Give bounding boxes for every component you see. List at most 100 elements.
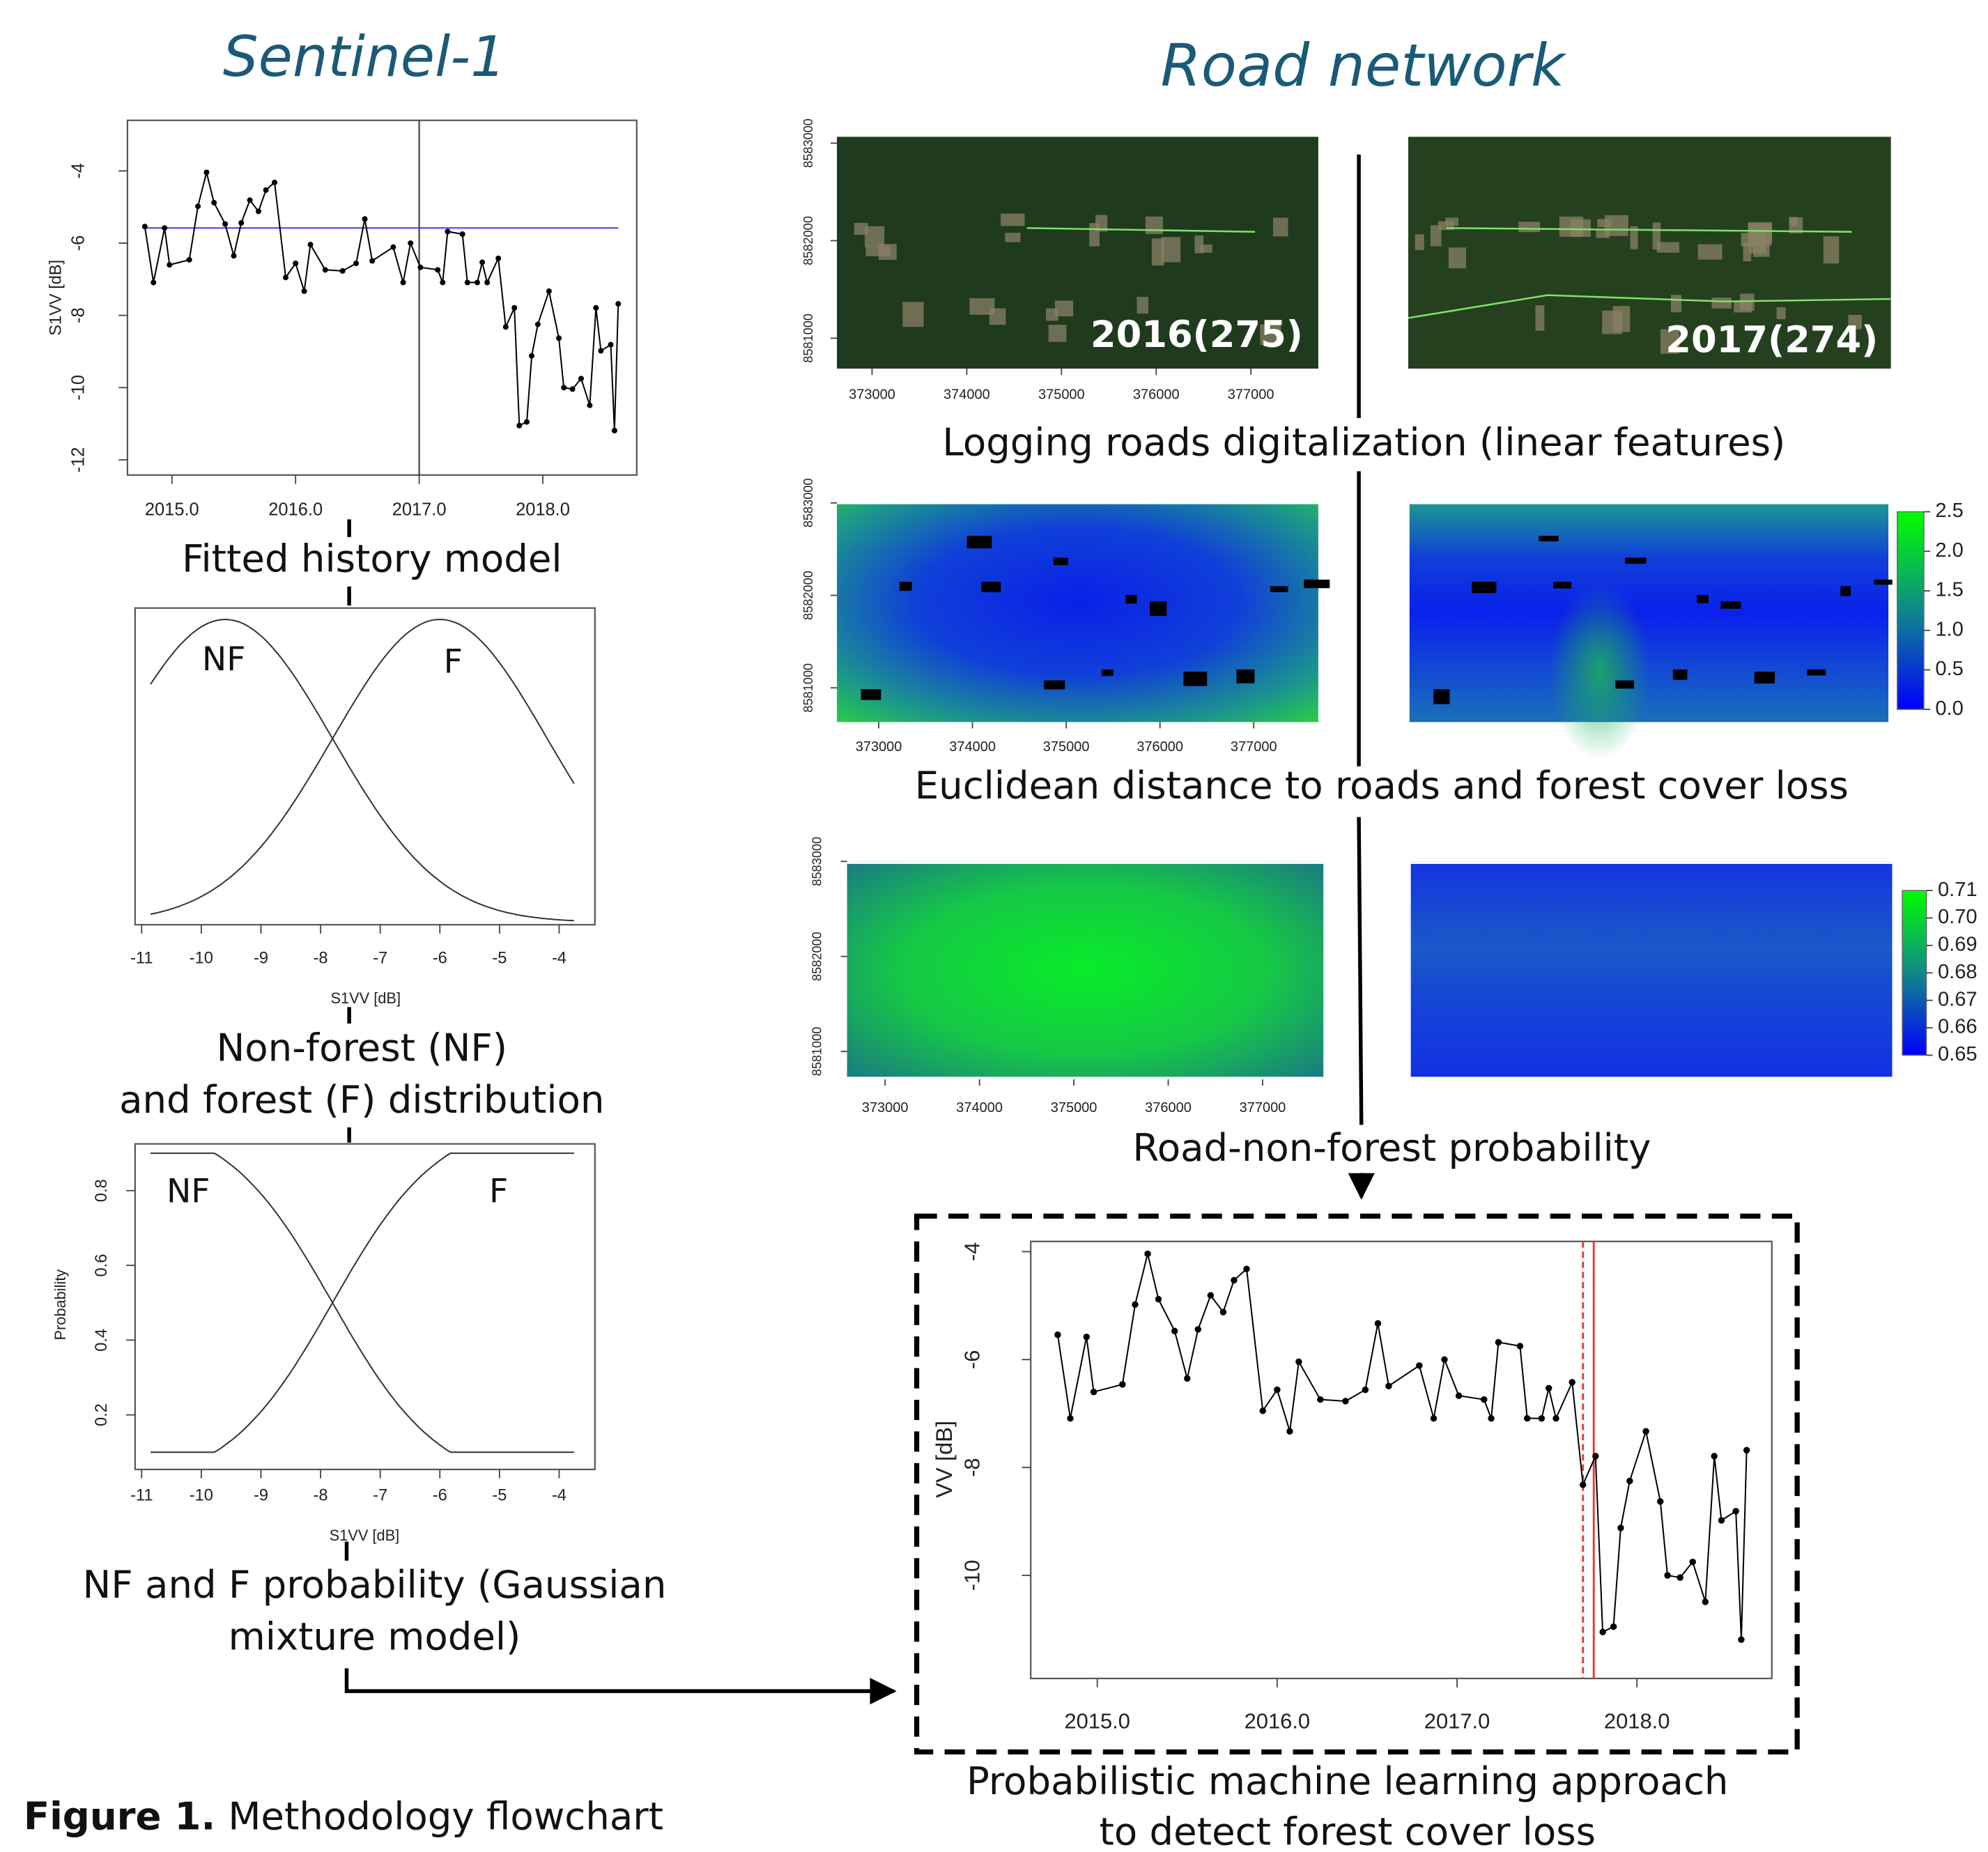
series-point [1545, 1384, 1552, 1392]
series-point [1495, 1338, 1502, 1346]
series-point [162, 225, 168, 231]
colorbar-tick-label: 0.68 [1938, 961, 1978, 983]
series-point [141, 224, 148, 230]
series-point [322, 267, 328, 273]
component-label: F [444, 643, 463, 681]
clearing-patch [1518, 222, 1541, 233]
x-tick-label: 373000 [862, 1100, 909, 1116]
loss-patch [1236, 669, 1255, 684]
series-point [1677, 1574, 1683, 1581]
x-tick-label: 373000 [856, 739, 902, 755]
x-tick-label: 2016.0 [1245, 1709, 1310, 1734]
series-point [1516, 1343, 1524, 1350]
series-point [1144, 1250, 1151, 1258]
y-tick-label: 0.8 [93, 1179, 111, 1202]
connector [1357, 817, 1364, 1125]
clearing-patch [854, 222, 868, 235]
series-point [569, 386, 576, 392]
series-point [1083, 1334, 1090, 1341]
series-point [1385, 1382, 1392, 1389]
probability-curve [151, 1152, 574, 1453]
loss-patch [1552, 581, 1572, 589]
plot-frame [134, 1143, 596, 1471]
y-axis-label: VV [dB] [931, 1421, 957, 1498]
colorbar-tick-label: 0.66 [1938, 1016, 1978, 1038]
x-tick-label: -6 [433, 950, 447, 968]
loss-patch [1625, 557, 1647, 564]
step-caption: to detect forest cover loss [1099, 1809, 1596, 1852]
result-box [914, 1213, 1800, 1755]
y-tick-label: -6 [69, 236, 88, 252]
density-curve [150, 619, 575, 916]
series-point [390, 244, 396, 250]
series-point [523, 419, 530, 425]
series-line [144, 172, 619, 431]
x-tick-label: -10 [190, 950, 213, 968]
series-point [222, 221, 229, 227]
step-caption: and forest (F) distribution [119, 1077, 604, 1122]
x-tick-label: -4 [552, 950, 567, 968]
y-tick-label: 8581000 [801, 663, 815, 713]
series-point [1738, 1636, 1745, 1643]
series-point [1617, 1525, 1624, 1531]
loss-patch [1840, 586, 1851, 596]
series-point [1342, 1398, 1349, 1405]
distance-blob [1548, 582, 1651, 760]
series-point [1207, 1292, 1215, 1299]
series-point [1441, 1356, 1448, 1364]
series-point [1732, 1508, 1739, 1515]
clearing-patch [1151, 238, 1164, 266]
series-point [1362, 1386, 1369, 1394]
x-tick-label: 2017.0 [1424, 1709, 1490, 1734]
x-tick-label: 375000 [1043, 739, 1090, 755]
series-point [1718, 1517, 1725, 1524]
clearing-patch [1535, 305, 1545, 331]
colorbar-tick-label: 0.0 [1935, 697, 1963, 720]
right-title: Road network [1161, 31, 1567, 100]
series-point [1184, 1375, 1191, 1382]
x-tick-label: -8 [314, 950, 328, 968]
series-point [495, 255, 502, 261]
clearing-patch [1445, 217, 1458, 226]
colorbar-tick-label: 0.5 [1935, 658, 1963, 680]
x-tick-label: 374000 [956, 1100, 1003, 1116]
loss-patch [1672, 669, 1688, 680]
loss-patch [1304, 579, 1330, 589]
clearing-patch [1048, 325, 1067, 342]
clearing-patch [1652, 222, 1661, 250]
clearing-patch [1430, 225, 1442, 247]
road-line [1026, 226, 1256, 233]
series-point [231, 253, 237, 259]
caption-label: Figure 1. [24, 1794, 215, 1839]
colorbar-tick-label: 0.70 [1938, 906, 1978, 928]
x-tick-label: -5 [492, 1486, 507, 1504]
series-point [195, 203, 201, 210]
plot-frame [126, 119, 638, 476]
series-point [1274, 1386, 1281, 1394]
x-tick-label: -10 [190, 1486, 213, 1504]
series-point [561, 385, 567, 391]
loss-patch [1697, 594, 1709, 603]
clearing-patch [989, 308, 1006, 325]
step-caption: Road-non-forest probability [1132, 1125, 1651, 1170]
y-tick-label: -8 [960, 1458, 985, 1476]
series-point [587, 402, 593, 408]
series-point [1067, 1414, 1074, 1422]
clearing-patch [1697, 244, 1723, 260]
y-tick-label: 8582000 [801, 216, 815, 265]
road-line [1408, 294, 1891, 319]
x-tick-label: 2015.0 [1064, 1709, 1130, 1734]
clearing-patch [1848, 314, 1862, 330]
series-point [1259, 1407, 1266, 1414]
series-point [203, 169, 210, 176]
series-point [1155, 1295, 1162, 1303]
loss-patch [1102, 669, 1114, 677]
series-point [1711, 1453, 1718, 1460]
clearing-patch [1743, 242, 1752, 262]
clearing-patch [1145, 216, 1164, 234]
series-point [272, 179, 278, 185]
series-point [593, 304, 599, 311]
series-point [1481, 1396, 1488, 1403]
road-line [1446, 226, 1852, 233]
